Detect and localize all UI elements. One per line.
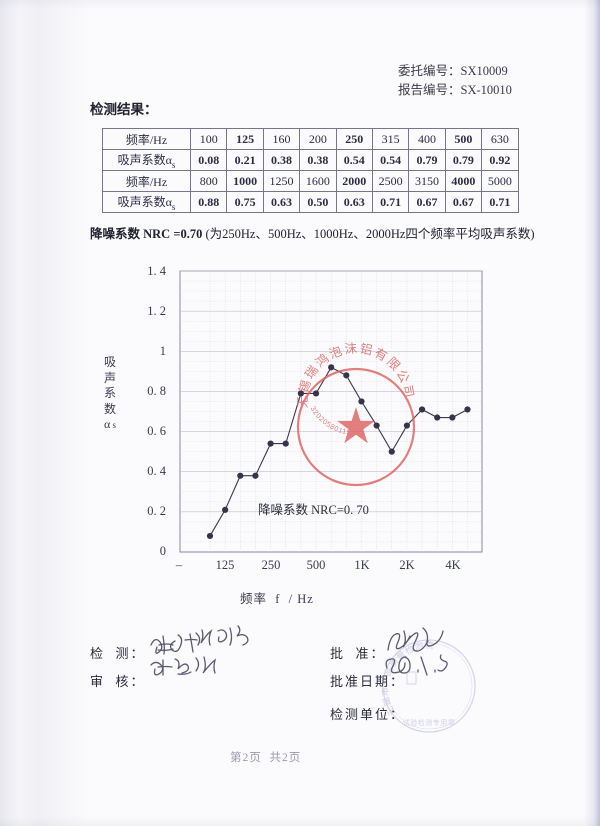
svg-text:试验检测专用章: 试验检测专用章 [403,718,456,727]
